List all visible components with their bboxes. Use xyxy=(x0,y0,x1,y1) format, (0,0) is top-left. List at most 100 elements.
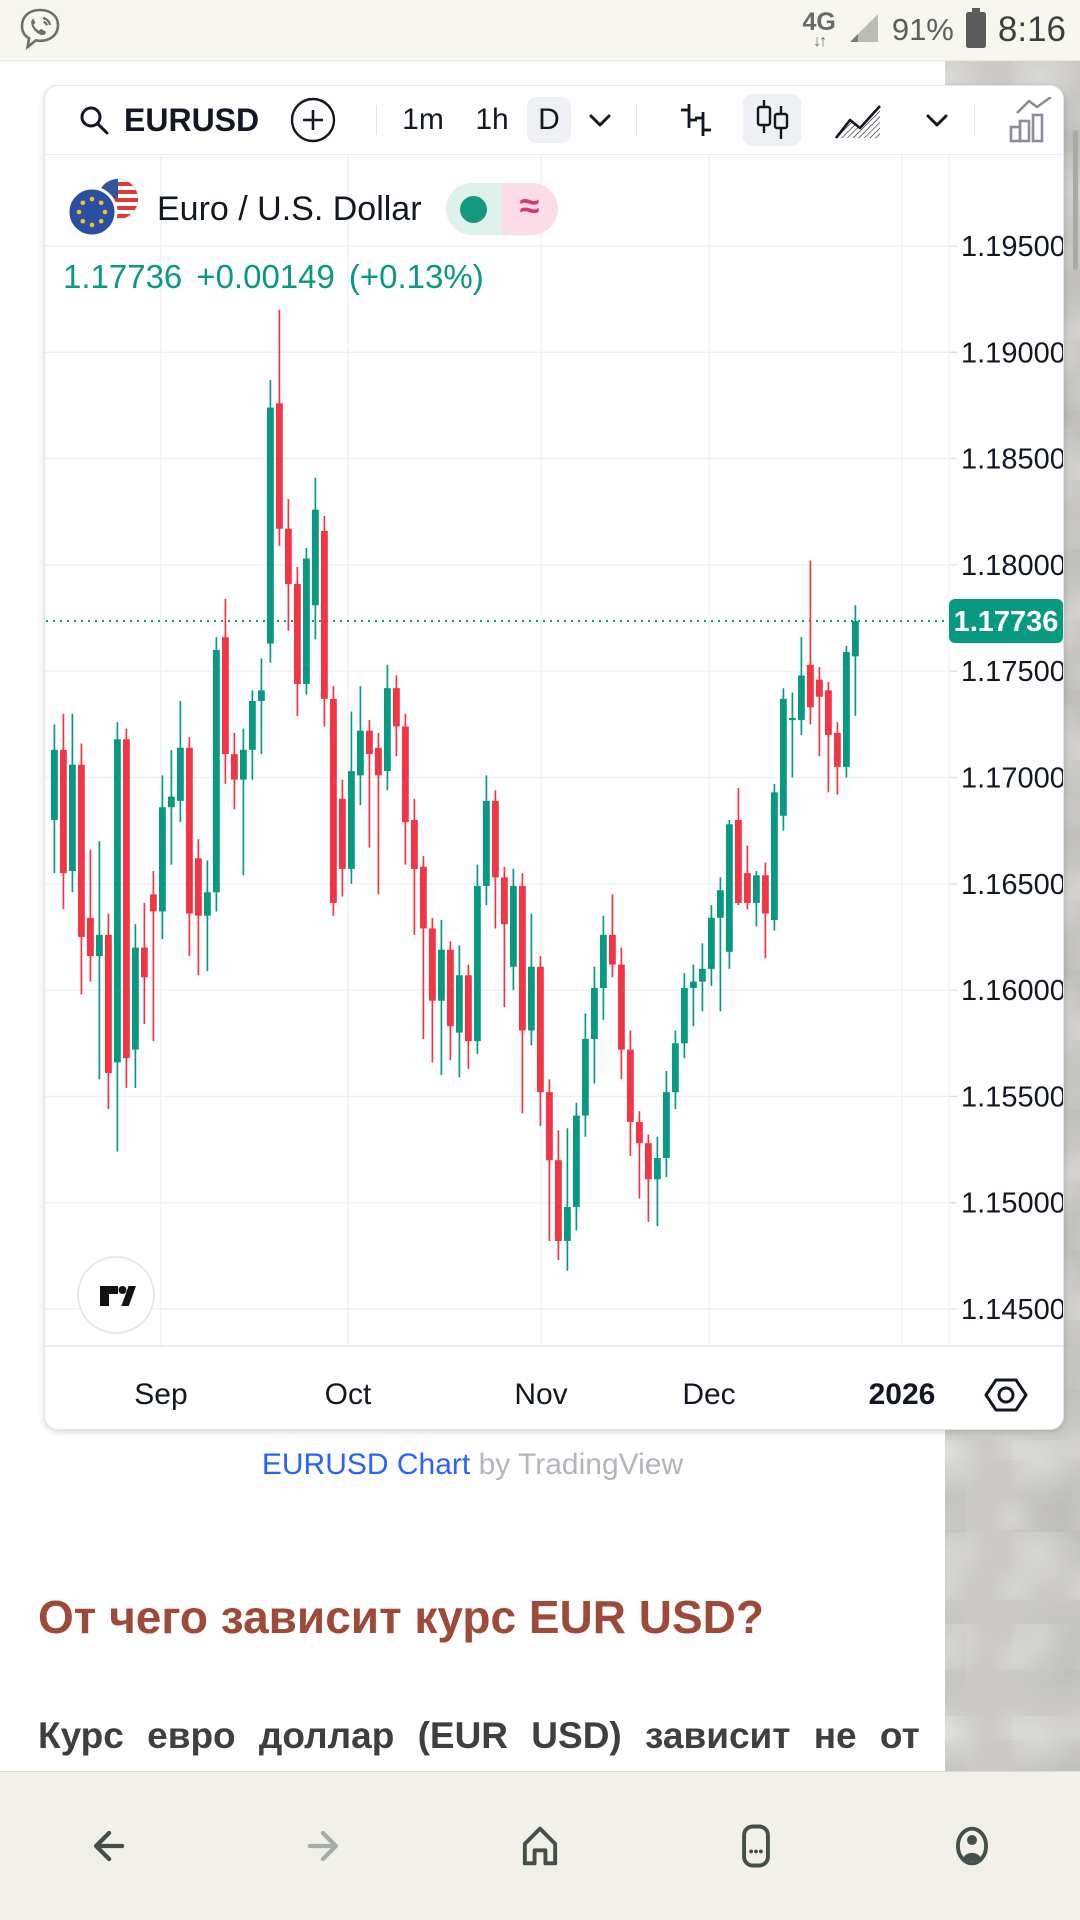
candle xyxy=(753,871,760,927)
eurusd-chart-link[interactable]: EURUSD Chart xyxy=(261,1448,471,1481)
area-style-icon[interactable] xyxy=(831,86,887,154)
price-axis-label: 1.19000 xyxy=(961,337,1063,369)
candlestick-chart-svg[interactable]: 1.19500 1.19000 1.18500 1.18000 1.17500 1.170… xyxy=(45,86,1063,1429)
candle xyxy=(303,547,310,695)
price-axis-label: 1.17000 xyxy=(961,763,1063,795)
candle xyxy=(501,866,508,1008)
candle xyxy=(312,477,319,640)
candle xyxy=(654,1136,661,1227)
candle xyxy=(60,713,67,910)
candle xyxy=(267,379,274,663)
candle xyxy=(411,798,418,935)
market-status-toggle[interactable]: ≈ xyxy=(445,183,558,235)
viber-notification-icon xyxy=(16,5,64,58)
attribution-suffix: by TradingView xyxy=(470,1448,684,1481)
candle xyxy=(816,666,823,757)
candle xyxy=(51,724,58,874)
price-change: +0.00149 xyxy=(196,258,335,295)
candle xyxy=(447,941,454,1061)
candle xyxy=(231,732,238,810)
candle xyxy=(807,560,814,725)
price-axis-label: 1.14500 xyxy=(961,1294,1063,1326)
candle xyxy=(168,749,175,865)
symbol-search-button[interactable]: EURUSD xyxy=(124,101,260,138)
symbol-info-row: Euro / U.S. Dollar ≈ xyxy=(65,178,558,237)
candle xyxy=(222,598,229,784)
candle xyxy=(627,1030,634,1156)
indicators-icon[interactable] xyxy=(997,86,1061,154)
price-axis-label: 1.15500 xyxy=(961,1081,1063,1113)
candle xyxy=(510,868,517,991)
browser-nav-bar xyxy=(0,1771,1080,1920)
bars-style-icon[interactable] xyxy=(670,86,720,154)
candle xyxy=(402,713,409,865)
candle xyxy=(618,947,625,1080)
svg-text:1.17736: 1.17736 xyxy=(954,606,1059,638)
candle xyxy=(123,728,130,1088)
toolbar-divider xyxy=(376,105,377,135)
candle xyxy=(744,845,751,910)
interval-daily-button-selected[interactable]: D xyxy=(527,97,571,143)
candle xyxy=(195,839,202,976)
time-axis-label[interactable]: 2026 xyxy=(869,1378,936,1411)
candle xyxy=(609,894,616,978)
price-axis-label: 1.18000 xyxy=(961,550,1063,582)
toolbar-divider xyxy=(636,105,637,135)
candle xyxy=(87,849,94,982)
candle xyxy=(339,779,346,897)
style-chevron-down-icon[interactable] xyxy=(922,86,952,154)
home-button[interactable] xyxy=(480,1820,600,1872)
candle xyxy=(717,877,724,1012)
interval-1h-button[interactable]: 1h xyxy=(475,103,509,136)
symbol-full-name[interactable]: Euro / U.S. Dollar xyxy=(157,189,422,228)
battery-icon xyxy=(964,7,988,54)
candle xyxy=(96,841,103,1080)
chart-toolbar: EURUSD 1m 1h D xyxy=(45,86,1063,155)
network-indicator: 4G ↓↑ xyxy=(802,8,836,50)
status-bar: 4G ↓↑ 91% 8:16 xyxy=(0,0,1080,61)
current-price-tag: 1.17736 xyxy=(949,599,1063,644)
candle xyxy=(546,1079,553,1241)
candles-style-icon-selected[interactable] xyxy=(743,94,801,146)
price-change-percent: (+0.13%) xyxy=(348,258,484,295)
back-button[interactable] xyxy=(48,1820,168,1872)
search-icon[interactable] xyxy=(73,86,115,154)
chart-settings-gear-icon[interactable] xyxy=(983,1374,1029,1421)
compare-add-icon[interactable] xyxy=(288,86,338,154)
time-axis-label[interactable]: Dec xyxy=(682,1378,735,1411)
candle xyxy=(357,686,364,806)
candle xyxy=(78,743,85,995)
candle xyxy=(771,783,778,931)
candle xyxy=(483,775,490,906)
eurusd-flags-icon xyxy=(65,177,143,242)
profile-button[interactable] xyxy=(912,1820,1032,1872)
tradingview-logo[interactable] xyxy=(77,1256,155,1334)
article-paragraph: Курс евро доллар (EUR USD) зависит не от xyxy=(38,1715,920,1756)
candle xyxy=(375,732,382,895)
forward-button[interactable] xyxy=(264,1820,384,1872)
time-axis-label[interactable]: Nov xyxy=(514,1378,567,1411)
candle xyxy=(69,713,76,893)
price-readout: 1.17736 +0.00149 (+0.13%) xyxy=(63,258,484,296)
candle xyxy=(690,964,697,1027)
clock: 8:16 xyxy=(997,10,1066,49)
battery-percent: 91% xyxy=(891,12,954,47)
candle xyxy=(573,1102,580,1231)
time-axis-label[interactable]: Oct xyxy=(325,1378,372,1411)
candle xyxy=(294,567,301,716)
candle xyxy=(132,924,139,1088)
interval-chevron-down-icon[interactable] xyxy=(585,86,615,154)
candle xyxy=(825,681,832,793)
time-axis-label[interactable]: Sep xyxy=(134,1378,187,1411)
candle xyxy=(636,1111,643,1199)
candle xyxy=(186,737,193,957)
candle xyxy=(420,856,427,1039)
candle xyxy=(141,902,148,1025)
price-axis-label: 1.17500 xyxy=(961,656,1063,688)
candle xyxy=(789,692,796,778)
candle xyxy=(519,873,526,1114)
interval-1m-button[interactable]: 1m xyxy=(402,103,444,136)
tabs-button[interactable] xyxy=(696,1820,816,1872)
browser-scrollbar-thumb[interactable] xyxy=(1073,130,1078,270)
candle xyxy=(348,711,355,884)
